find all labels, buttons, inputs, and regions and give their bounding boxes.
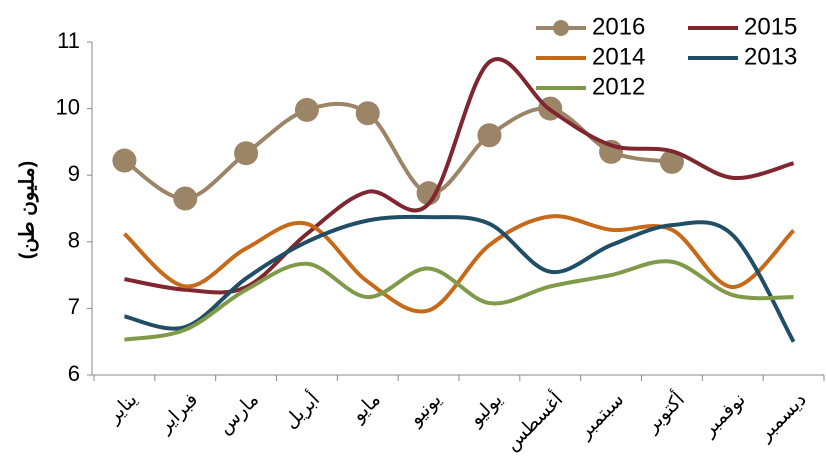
- y-tick-label: 10: [56, 94, 80, 119]
- marker: [477, 123, 502, 148]
- marker: [294, 97, 319, 122]
- x-tick-label: أبريل: [278, 386, 324, 432]
- legend-label: 2016: [592, 13, 645, 40]
- x-tick-label: نوفمبر: [698, 389, 750, 441]
- y-tick-label: 8: [68, 228, 80, 253]
- x-tick-label: مارس: [214, 389, 263, 438]
- marker: [416, 181, 441, 206]
- y-tick-label: 11: [57, 28, 80, 53]
- x-tick-label: أكتوبر: [638, 386, 689, 437]
- y-tick-label: 9: [68, 161, 80, 186]
- legend-label: 2014: [592, 43, 645, 70]
- series-line: [123, 214, 796, 343]
- x-tick-label: فبراير: [154, 389, 202, 437]
- x-tick-label: يناير: [103, 389, 142, 428]
- marker: [234, 141, 259, 166]
- marker: [173, 186, 198, 211]
- series-line: [124, 57, 795, 295]
- legend-label: 2013: [744, 43, 797, 70]
- y-tick-label: 7: [68, 294, 80, 319]
- series-line: [124, 259, 794, 342]
- legend-label: 2012: [592, 73, 645, 100]
- series-line: [123, 101, 673, 201]
- x-tick-label: أغسطس: [499, 386, 568, 455]
- legend-marker: [553, 20, 569, 36]
- y-tick-label: 6: [68, 361, 80, 386]
- y-axis-label: (مليون طن): [16, 161, 39, 259]
- series-line: [123, 214, 796, 314]
- x-tick-label: مايو: [347, 389, 385, 427]
- marker: [659, 149, 684, 174]
- x-tick-label: ديسمبر: [754, 389, 811, 446]
- marker: [355, 101, 380, 126]
- x-tick-label: يونيو: [405, 389, 446, 430]
- x-tick-label: يوليو: [465, 389, 506, 430]
- legend-label: 2015: [744, 13, 797, 40]
- marker: [112, 148, 137, 173]
- x-tick-label: سبتمبر: [574, 389, 628, 443]
